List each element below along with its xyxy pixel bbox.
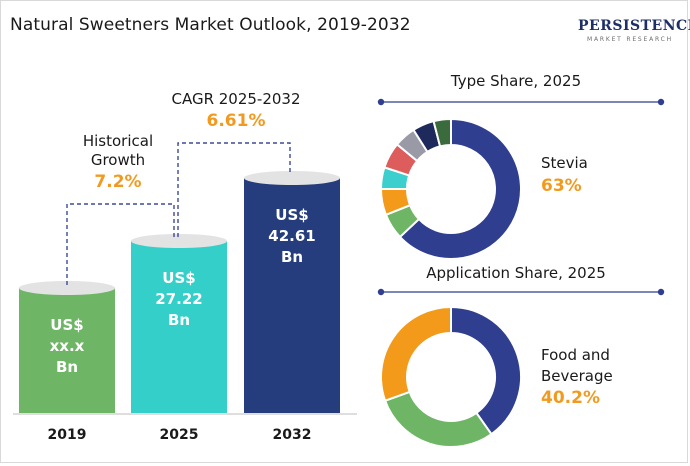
donut-slice-0 <box>398 117 522 260</box>
bar-value-label: US$ <box>50 316 83 334</box>
bar-value-label: 27.22 <box>155 290 202 308</box>
category-label-2019: 2019 <box>48 427 87 443</box>
page-title: Natural Sweetners Market Outlook, 2019-2… <box>10 15 411 35</box>
historical-growth-label-line1: Historical <box>82 132 154 150</box>
bar-value-label: 42.61 <box>268 227 315 245</box>
bar-value-label: Bn <box>56 358 78 376</box>
bar-value-label: Bn <box>168 311 190 329</box>
type-share-donut-chart <box>379 117 522 260</box>
bar-top-cap <box>19 281 115 295</box>
bar-2032: US$ 42.61 Bn <box>244 171 340 413</box>
bar-2025: US$ 27.22 Bn <box>131 234 227 413</box>
logo-line2: MARKET RESEARCH <box>587 36 673 43</box>
market-size-bar-chart: US$ xx.x Bn 2019 US$ 27.22 Bn 2025 US$ 42.61 Bn 203… <box>13 142 357 443</box>
type-share-highlight-label: Stevia <box>541 154 588 172</box>
bar-value-label: US$ <box>162 269 195 287</box>
cagr-annotation: CAGR 2025-2032 6.61% <box>161 90 311 133</box>
donut-slice-0 <box>450 305 522 436</box>
type-share-title: Type Share, 2025 <box>450 72 582 90</box>
bar-top-cap <box>244 171 340 185</box>
bar-value-label: Bn <box>281 248 303 266</box>
cagr-connector <box>177 142 291 237</box>
category-label-2032: 2032 <box>273 427 312 443</box>
type-share-highlight-value: 63% <box>541 176 582 196</box>
application-share-donut-chart <box>380 305 522 448</box>
brand-logo: PERSISTENCE MARKET RESEARCH <box>578 17 690 47</box>
bar-body <box>131 241 227 413</box>
bar-value-label: xx.x <box>50 337 85 355</box>
application-share-title: Application Share, 2025 <box>426 264 606 282</box>
donut-slice-1 <box>383 390 493 448</box>
bar-top-cap <box>131 234 227 248</box>
pie-title-rule-1 <box>377 288 665 296</box>
application-share-highlight-label-line1: Food and <box>541 346 610 364</box>
historical-growth-label-line2: Growth <box>90 151 146 169</box>
logo-line1: PERSISTENCE <box>578 18 690 34</box>
historical-growth-value: 7.2% <box>94 172 142 192</box>
bar-value-label: US$ <box>275 206 308 224</box>
historical-growth-connector <box>66 203 175 285</box>
bar-body <box>244 178 340 413</box>
historical-growth-annotation: Historical Growth 7.2% <box>63 132 173 194</box>
cagr-label: CAGR 2025-2032 <box>171 90 301 108</box>
application-share-highlight-label-line2: Beverage <box>541 367 613 385</box>
application-share-highlight-value: 40.2% <box>541 388 600 408</box>
cagr-value: 6.61% <box>206 111 266 131</box>
category-label-2025: 2025 <box>160 427 199 443</box>
donut-slice-7 <box>432 117 452 148</box>
pie-title-rule-0 <box>377 98 665 106</box>
donut-slice-2 <box>380 305 452 402</box>
bar-body <box>19 288 115 413</box>
bar-2019: US$ xx.x Bn <box>19 281 115 413</box>
